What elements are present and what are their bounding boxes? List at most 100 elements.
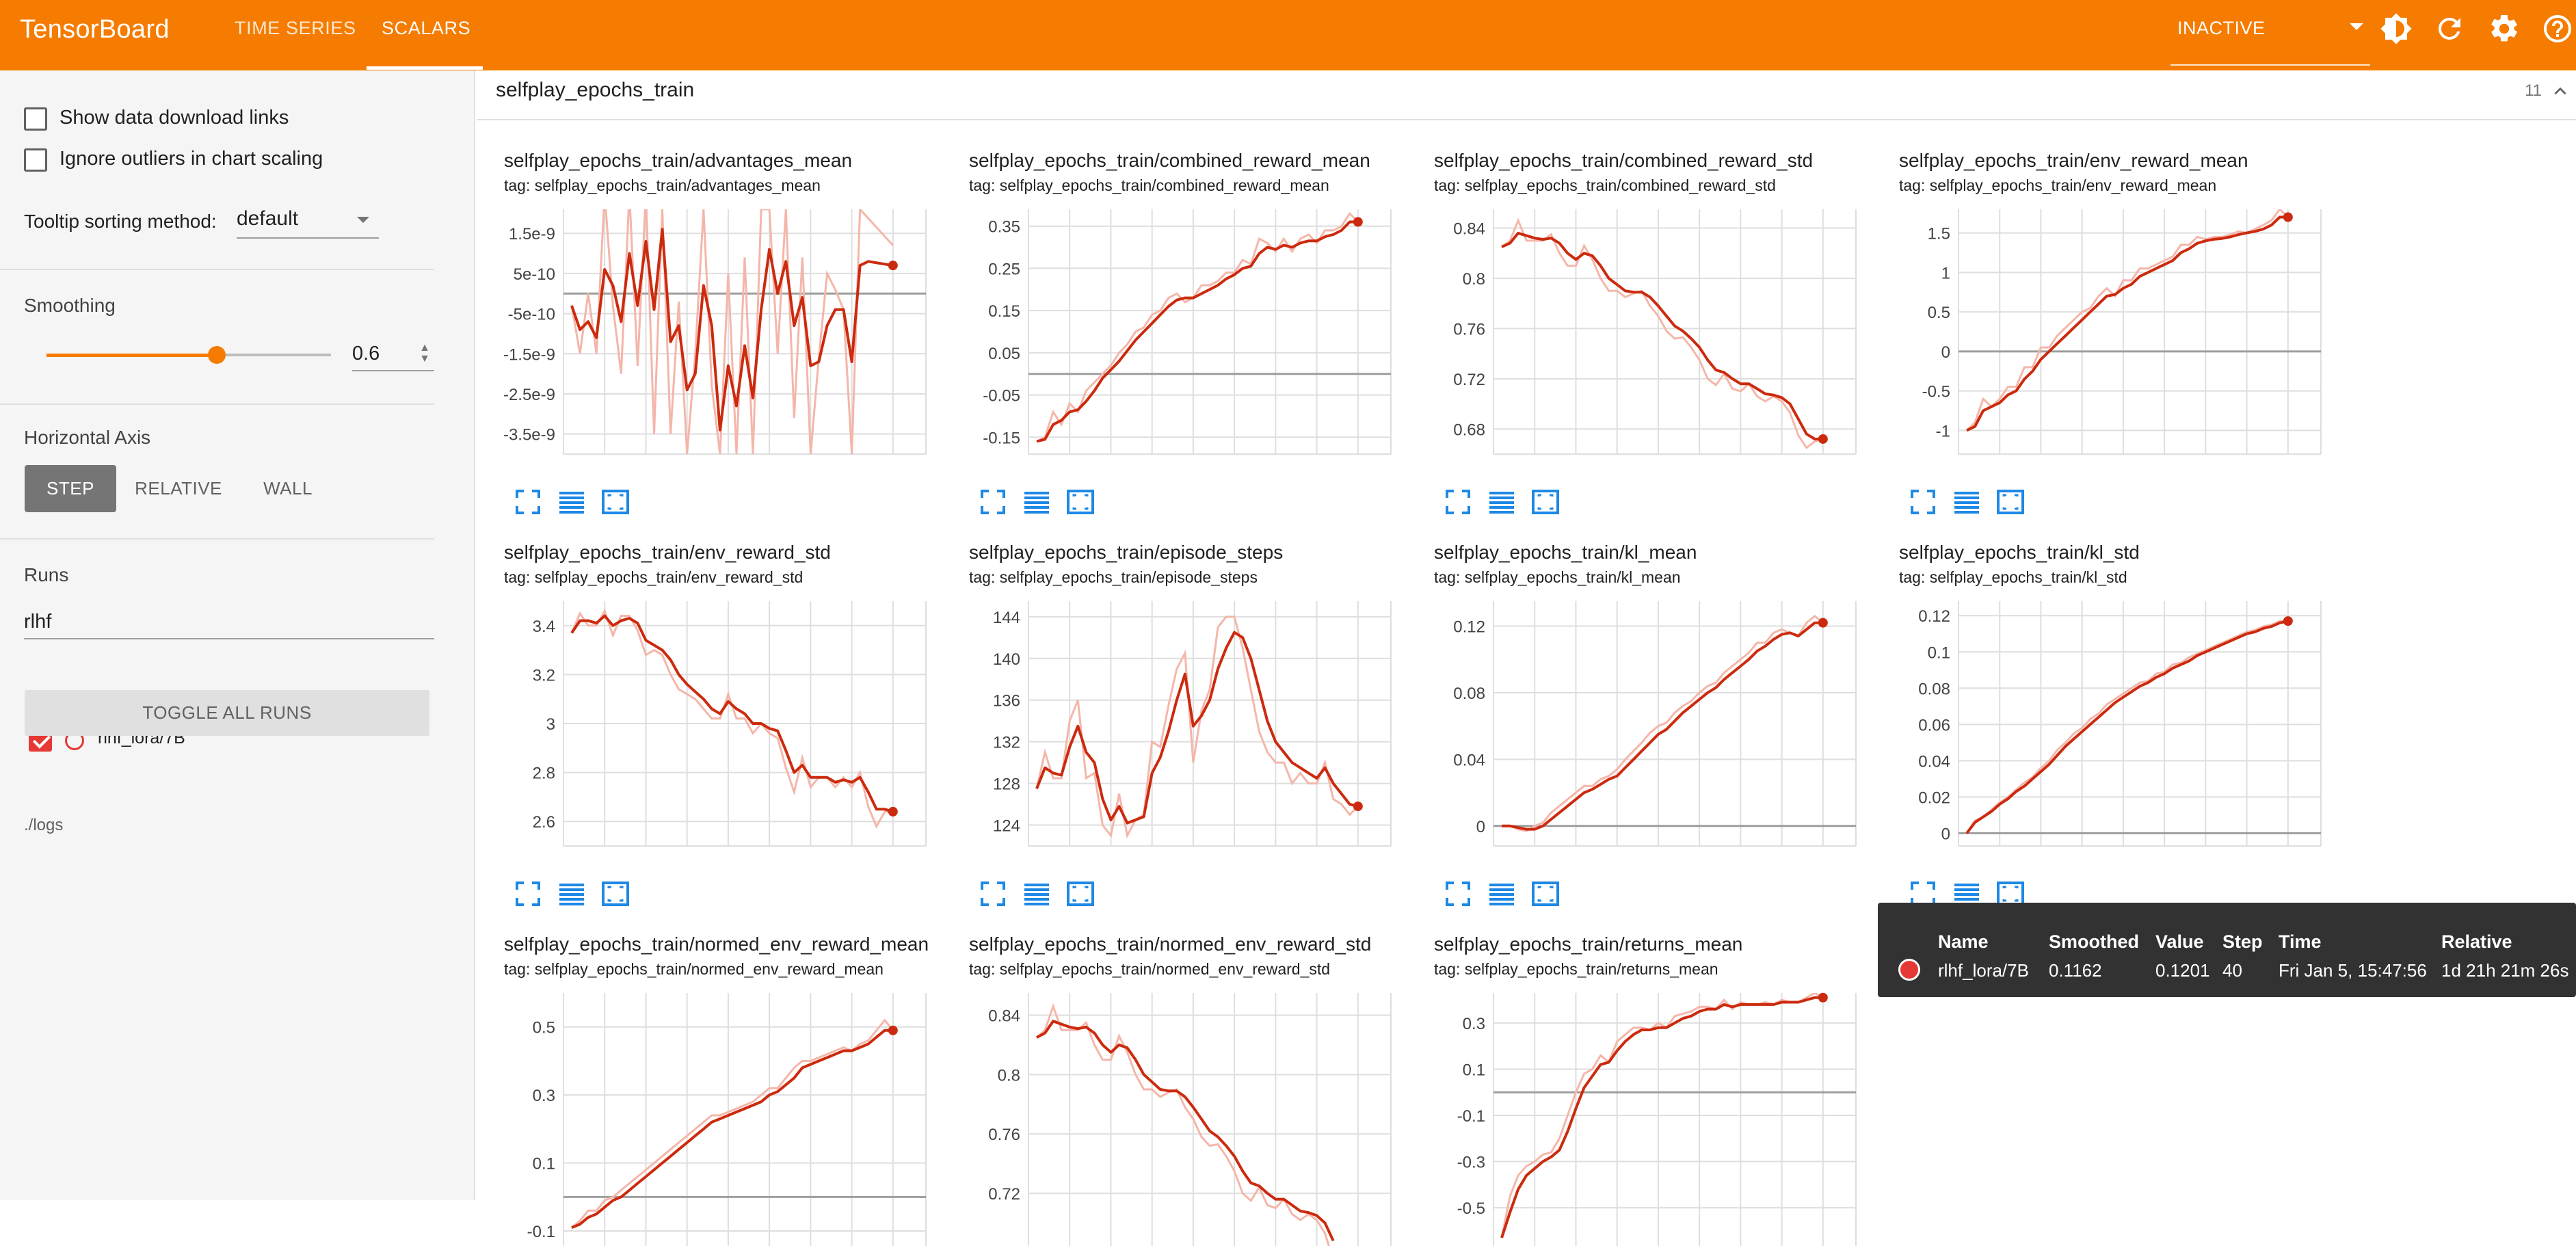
axis-relative-button[interactable]: RELATIVE [134, 465, 223, 512]
runs-filter-value: rlhf [24, 611, 51, 633]
last-point-marker [2283, 616, 2293, 626]
raw-series-line [1037, 213, 1358, 441]
line-chart[interactable]: 1.510.50-0.5-1510152025303540 [1872, 70, 2337, 462]
tab-scalars[interactable]: SCALARS [382, 18, 470, 39]
fullscreen-icon[interactable] [1912, 883, 1934, 905]
y-tick-label: 3.2 [533, 666, 555, 685]
line-chart[interactable]: 0.30.1-0.1-0.3-0.5 [1407, 854, 1872, 1246]
y-tick-label: 0.8 [998, 1066, 1020, 1085]
smoothing-slider-thumb[interactable] [208, 346, 226, 364]
y-tick-label: -0.5 [1922, 383, 1950, 401]
series-group [1037, 213, 1358, 441]
axis-step-button[interactable]: STEP [25, 465, 116, 512]
y-tick-label: -0.05 [983, 387, 1020, 406]
line-chart[interactable]: 3.43.232.82.6510152025303540 [477, 462, 942, 854]
y-tick-label: -0.15 [983, 429, 1020, 447]
y-tick-label: -3.5e-9 [503, 426, 555, 445]
tooltip-header-relative: Relative [2441, 931, 2512, 953]
y-tick-label: 0.68 [1453, 421, 1485, 439]
tooltip-header-step: Step [2222, 931, 2263, 953]
y-tick-label: 2.8 [533, 765, 555, 783]
y-tick-label: 0.72 [1453, 371, 1485, 389]
y-tick-label: 0.02 [1918, 788, 1950, 807]
y-tick-label: 1.5 [1928, 225, 1950, 243]
series-group [1502, 221, 1823, 448]
scalar-card[interactable]: selfplay_epochs_train/normed_env_reward_… [942, 854, 1407, 1246]
y-tick-label: 0.25 [988, 260, 1020, 278]
help-icon[interactable] [2541, 12, 2574, 45]
y-tick-label: 0.04 [1918, 752, 1950, 771]
tooltip-sort-select[interactable]: default [237, 204, 379, 239]
y-tick-label: 5e-10 [514, 265, 555, 284]
line-chart[interactable]: 0.120.080.040510152025303540 [1407, 462, 1872, 854]
settings-icon[interactable] [2488, 12, 2521, 45]
y-tick-label: 0 [1476, 818, 1485, 836]
plugin-select[interactable]: INACTIVE [2170, 15, 2370, 66]
last-point-marker [888, 1026, 898, 1035]
line-chart[interactable]: 1.5e-95e-10-5e-10-1.5e-9-2.5e-9-3.5e-951… [477, 70, 942, 462]
y-tick-label: 0.1 [1928, 644, 1950, 662]
tooltip-header-smoothed: Smoothed [2049, 931, 2139, 953]
scalar-card[interactable]: selfplay_epochs_train/normed_env_reward_… [477, 854, 942, 1246]
tooltip-run-color [1898, 959, 1920, 981]
last-point-marker [1818, 618, 1828, 628]
chevron-down-icon [2350, 23, 2363, 30]
line-chart[interactable]: 0.840.80.760.72 [942, 854, 1407, 1246]
chevron-up-icon[interactable] [2551, 83, 2569, 101]
y-tick-label: 0.8 [1463, 270, 1485, 289]
y-tick-label: 124 [993, 817, 1020, 836]
y-tick-label: 136 [993, 692, 1020, 711]
app-brand[interactable]: TensorBoard [20, 15, 170, 44]
line-chart[interactable]: 0.120.10.080.060.040.020510152025303540 [1872, 462, 2337, 854]
line-chart[interactable]: 0.840.80.760.720.68510152025303540 [1407, 70, 1872, 462]
tooltip-relative: 1d 21h 21m 26s [2441, 960, 2568, 981]
y-tick-label: 3.4 [533, 618, 555, 636]
line-chart[interactable]: 144140136132128124510152025303540 [942, 462, 1407, 854]
refresh-icon[interactable] [2433, 12, 2466, 45]
scalar-card[interactable]: selfplay_epochs_train/combined_reward_me… [942, 70, 1407, 462]
y-tick-label: 0.12 [1453, 618, 1485, 637]
y-tick-label: 0.35 [988, 218, 1020, 237]
y-tick-label: 0 [1941, 825, 1950, 843]
y-tick-label: 0.72 [988, 1185, 1020, 1204]
divider [0, 269, 434, 270]
show-download-checkbox[interactable] [24, 107, 47, 131]
line-chart[interactable]: 0.50.30.1-0.1 [477, 854, 942, 1246]
y-tick-label: 0.08 [1453, 685, 1485, 703]
series-group [572, 611, 893, 826]
logdir-label: ./logs [24, 816, 63, 835]
y-tick-label: 132 [993, 734, 1020, 752]
smoothed-series-line [1502, 233, 1823, 439]
runs-filter-input[interactable]: rlhf [24, 605, 434, 639]
y-tick-label: -0.1 [527, 1223, 555, 1241]
theme-icon[interactable] [2380, 12, 2413, 45]
divider [0, 538, 434, 540]
chart-tooltip: Name Smoothed Value Step Time Relative r… [1878, 903, 2576, 997]
smoothed-series-line [572, 616, 893, 812]
ignore-outliers-checkbox[interactable] [24, 148, 47, 172]
y-tick-label: 0.08 [1918, 680, 1950, 698]
fit-domain-icon[interactable] [1998, 883, 2023, 905]
stepper-icon[interactable]: ▲▼ [419, 343, 430, 364]
toggle-all-runs-button[interactable]: TOGGLE ALL RUNS [25, 690, 429, 736]
last-point-marker [1818, 993, 1828, 1003]
axis-wall-button[interactable]: WALL [243, 465, 332, 512]
scalar-card[interactable]: selfplay_epochs_train/combined_reward_st… [1407, 70, 1872, 462]
tooltip-sort-value: default [237, 207, 298, 230]
y-tick-label: 1 [1941, 264, 1950, 282]
smoothing-input-value: 0.6 [352, 343, 380, 365]
raw-series-line [1502, 616, 1823, 831]
smoothed-series-line [572, 1031, 893, 1228]
smoothing-input[interactable]: 0.6 ▲▼ [352, 337, 434, 371]
line-chart[interactable]: 0.350.250.150.05-0.05-0.1551015202530354… [942, 70, 1407, 462]
chevron-down-icon [357, 217, 369, 223]
tab-time-series[interactable]: TIME SERIES [235, 18, 356, 39]
tooltip-smoothed: 0.1162 [2049, 960, 2102, 981]
